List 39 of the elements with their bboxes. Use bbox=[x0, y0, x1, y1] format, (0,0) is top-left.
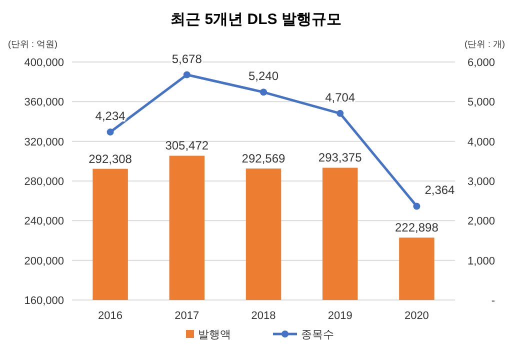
point bbox=[260, 88, 267, 96]
data-label: 4,234 bbox=[95, 109, 126, 124]
data-label: 292,569 bbox=[242, 152, 286, 166]
y2-tick-label: 4,000 bbox=[467, 136, 495, 148]
legend-label: 발행액 bbox=[198, 329, 231, 341]
data-label: 305,472 bbox=[165, 138, 209, 153]
y2-tick-label: 5,000 bbox=[467, 96, 495, 109]
y2-tick-label: - bbox=[491, 295, 496, 307]
data-label: 292,308 bbox=[88, 152, 132, 166]
data-label: 222,898 bbox=[395, 220, 439, 235]
legend-label: 종목수 bbox=[301, 329, 334, 341]
data-label: 5,678 bbox=[172, 52, 202, 66]
data-label: 2,364 bbox=[424, 183, 456, 198]
y-tick-label: 360,000 bbox=[24, 96, 64, 109]
y-tick-label: 240,000 bbox=[24, 216, 64, 228]
y2-tick-label: 6,000 bbox=[467, 57, 495, 69]
x-tick-label: 2020 bbox=[404, 310, 429, 322]
y-tick-label: 160,000 bbox=[24, 295, 64, 307]
x-tick-label: 2016 bbox=[98, 310, 123, 322]
point bbox=[106, 128, 114, 136]
y-tick-label: 200,000 bbox=[24, 255, 64, 268]
point bbox=[183, 71, 190, 78]
y-axis-title: (단위 : 억원) bbox=[8, 39, 58, 49]
y2-axis-title: (단위 : 개) bbox=[464, 39, 505, 49]
y2-tick-label: 2,000 bbox=[467, 216, 495, 228]
chart-title: 최근 5개년 DLS 발행규모 bbox=[170, 11, 342, 28]
point bbox=[413, 202, 420, 210]
y2-tick-label: 3,000 bbox=[467, 176, 495, 188]
point bbox=[336, 110, 344, 117]
y2-tick-label: 1,000 bbox=[467, 255, 495, 268]
x-tick-label: 2019 bbox=[328, 310, 352, 322]
x-tick-label: 2018 bbox=[251, 310, 276, 322]
data-label: 5,240 bbox=[248, 69, 279, 84]
y-tick-label: 400,000 bbox=[24, 57, 64, 69]
data-label: 4,704 bbox=[325, 90, 356, 104]
data-label: 293,375 bbox=[318, 150, 362, 165]
y-tick-label: 320,000 bbox=[24, 136, 64, 148]
x-tick-label: 2017 bbox=[174, 310, 200, 322]
y-tick-label: 280,000 bbox=[24, 176, 64, 188]
